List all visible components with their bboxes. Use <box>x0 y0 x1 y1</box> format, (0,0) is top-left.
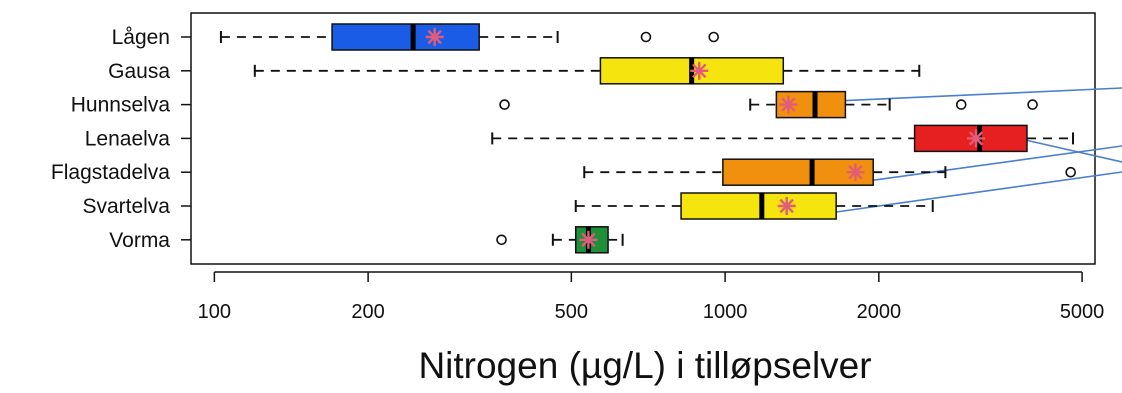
connector-line <box>1026 139 1122 163</box>
mean-marker <box>690 61 709 80</box>
box-gausa <box>253 57 921 85</box>
x-axis: 100 200 500 1000 2000 5000 <box>198 271 1105 323</box>
outlier-point <box>955 99 967 110</box>
category-label-hunnselva: Hunnselva <box>71 94 171 117</box>
outlier-point <box>640 31 652 43</box>
x-tick-label: 5000 <box>1060 301 1105 323</box>
category-label-svartelva: Svartelva <box>82 195 170 218</box>
category-label-flagstadelva: Flagstadelva <box>51 161 170 184</box>
outlier-point <box>496 234 507 246</box>
outlier-point <box>1027 99 1038 110</box>
box-lagen <box>219 23 720 51</box>
box-hunnselva <box>499 90 1038 119</box>
mean-marker <box>425 28 444 46</box>
category-label-lagen: Lågen <box>112 26 170 49</box>
x-tick-label: 1000 <box>703 301 748 323</box>
outlier-point <box>499 99 510 110</box>
outlier-point <box>708 31 720 43</box>
connector-line <box>873 145 1122 181</box>
mean-marker <box>779 95 798 114</box>
mean-marker <box>967 129 986 148</box>
category-label-vorma: Vorma <box>109 229 170 252</box>
box-lenaelva <box>491 124 1075 153</box>
box-svartelva <box>574 192 934 220</box>
mean-marker <box>579 230 598 249</box>
mean-marker <box>846 163 865 182</box>
box-flagstadelva <box>583 158 1076 186</box>
chart-title: Nitrogen (µg/L) i tilløpselver <box>418 345 871 386</box>
connector-lines <box>836 87 1122 213</box>
outlier-point <box>1065 166 1076 178</box>
x-tick-label: 200 <box>351 301 384 323</box>
connector-line <box>845 87 1122 102</box>
category-label-gausa: Gausa <box>108 60 170 83</box>
box-iqr <box>331 23 480 51</box>
mean-marker <box>777 197 796 215</box>
category-labels: Lågen Gausa Hunnselva Lenaelva Flagstadelva S… <box>51 26 191 252</box>
x-tick-label: 2000 <box>857 301 902 323</box>
connector-line <box>836 171 1122 213</box>
x-tick-label: 500 <box>555 301 588 323</box>
box-iqr <box>680 192 837 220</box>
category-label-lenaelva: Lenaelva <box>85 127 171 150</box>
x-tick-label: 100 <box>198 301 231 323</box>
box-group <box>219 23 1076 254</box>
box-vorma <box>496 226 624 254</box>
